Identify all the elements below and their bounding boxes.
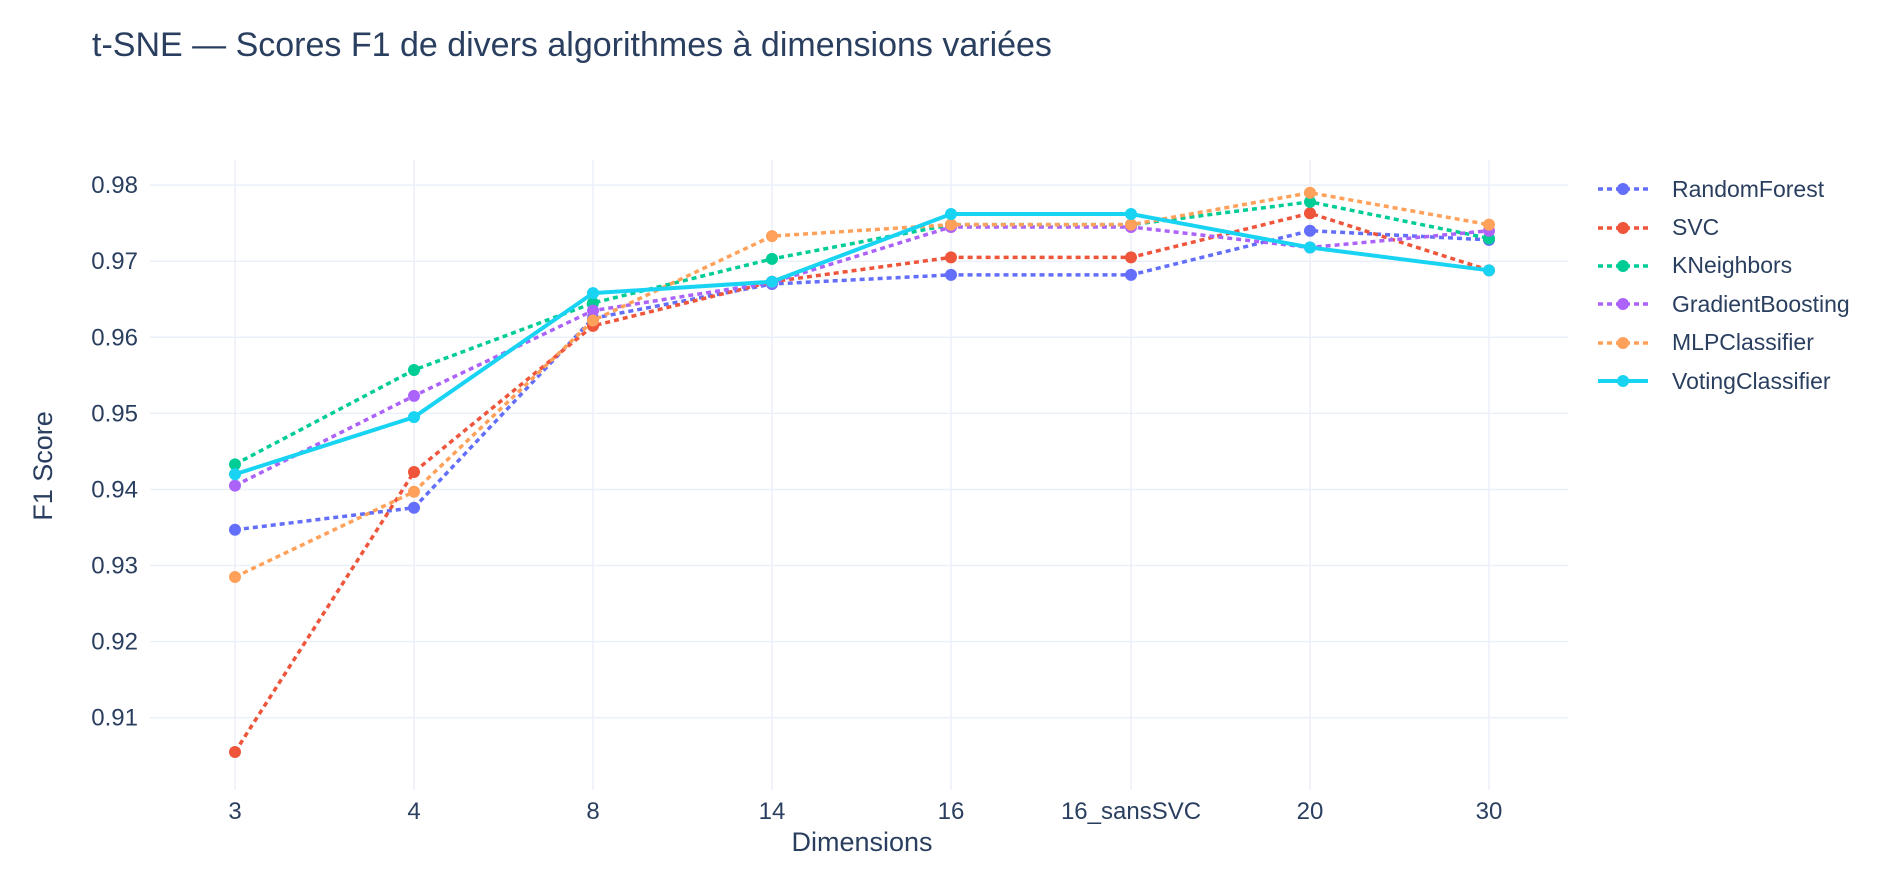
y-tick-label: 0.97 [91,248,138,275]
data-point-gradientboosting [229,479,241,492]
legend[interactable]: RandomForest SVC KNeighbors GradientBoostin… [1596,170,1850,400]
legend-item-mlpclassifier[interactable]: MLPClassifier [1596,324,1850,362]
data-point-mlpclassifier [408,485,420,498]
data-point-votingclassifier [1483,264,1495,277]
x-tick-label: 3 [228,798,241,825]
x-tick-label: 16_sansSVC [1061,798,1201,825]
data-point-votingclassifier [408,411,420,424]
data-point-mlpclassifier [587,314,599,327]
series-line-mlpclassifier [234,190,1490,579]
data-point-svc [945,251,957,264]
legend-swatch-marker [1617,259,1629,272]
data-point-votingclassifier [945,208,957,221]
legend-swatch-gradientboosting [1598,298,1648,311]
data-point-randomforest [945,268,957,281]
x-tick-label: 20 [1297,798,1324,825]
y-tick-label: 0.96 [91,324,138,351]
data-point-randomforest [1125,268,1137,281]
legend-label: MLPClassifier [1672,329,1814,356]
x-tick-label: 30 [1476,798,1503,825]
legend-swatch-svc [1598,221,1648,234]
data-point-votingclassifier [587,287,599,300]
legend-item-svc[interactable]: SVC [1596,208,1850,246]
data-point-svc [229,745,241,758]
data-point-kneighbors [766,252,778,265]
legend-swatch-randomforest [1598,183,1648,196]
data-point-votingclassifier [1304,241,1316,254]
legend-item-randomforest[interactable]: RandomForest [1596,170,1850,208]
y-axis-title: F1 Score [28,411,58,521]
data-point-randomforest [1304,224,1316,237]
legend-label: SVC [1672,214,1720,241]
data-point-mlpclassifier [766,230,778,243]
data-point-votingclassifier [1125,208,1137,221]
x-tick-label: 14 [759,798,786,825]
legend-item-gradientboosting[interactable]: GradientBoosting [1596,285,1850,323]
data-point-votingclassifier [229,468,241,481]
series-layer [229,186,1495,758]
data-point-kneighbors [229,458,241,471]
series-line-votingclassifier [234,212,1490,477]
y-tick-label: 0.98 [91,172,138,199]
y-tick-label: 0.93 [91,553,138,580]
data-point-kneighbors [408,364,420,376]
legend-label: VotingClassifier [1672,367,1831,394]
x-tick-label: 8 [586,798,599,825]
y-tick-label: 0.94 [91,476,138,503]
y-tick-label: 0.95 [91,400,138,427]
series-line-svc [233,211,1490,753]
chart-title: t-SNE — Scores F1 de divers algorithmes … [92,26,1052,64]
series-line-gradientboosting [234,225,1490,488]
legend-label: KNeighbors [1672,252,1793,279]
legend-swatch-marker [1617,221,1629,234]
data-point-mlpclassifier [1483,218,1495,231]
data-point-votingclassifier [766,275,778,288]
data-point-svc [1125,251,1137,264]
data-point-mlpclassifier [1304,186,1316,199]
x-axis-title: Dimensions [791,827,932,857]
legend-swatch-marker [1617,336,1629,349]
legend-swatch-marker [1617,298,1629,311]
series-line-randomforest [234,229,1490,532]
legend-item-kneighbors[interactable]: KNeighbors [1596,247,1850,285]
y-tick-label: 0.92 [91,629,138,656]
data-point-mlpclassifier [945,218,957,231]
y-tick-label: 0.91 [91,705,138,732]
data-point-mlpclassifier [1125,218,1137,231]
data-point-randomforest [229,523,241,536]
legend-swatch-kneighbors [1598,259,1648,272]
legend-item-votingclassifier[interactable]: VotingClassifier [1596,362,1850,400]
data-point-randomforest [408,501,420,514]
legend-swatch-votingclassifier [1598,375,1648,388]
data-point-svc [1304,207,1316,220]
axes: 3 4 8 14 16 16_sansSVC 20 30 0.91 0.92 0.93 0.94 0.9… [91,172,1502,825]
data-point-gradientboosting [587,304,599,317]
data-point-kneighbors [1304,195,1316,208]
legend-swatch-marker [1617,375,1629,388]
legend-swatch-marker [1617,183,1629,196]
data-point-svc [408,465,420,478]
series-line-kneighbors [234,200,1490,466]
x-tick-label: 4 [407,798,420,825]
data-point-mlpclassifier [229,570,241,583]
legend-label: GradientBoosting [1672,290,1850,317]
x-tick-label: 16 [938,798,965,825]
legend-swatch-mlpclassifier [1598,336,1648,349]
data-point-gradientboosting [408,389,420,402]
legend-label: RandomForest [1672,175,1825,202]
